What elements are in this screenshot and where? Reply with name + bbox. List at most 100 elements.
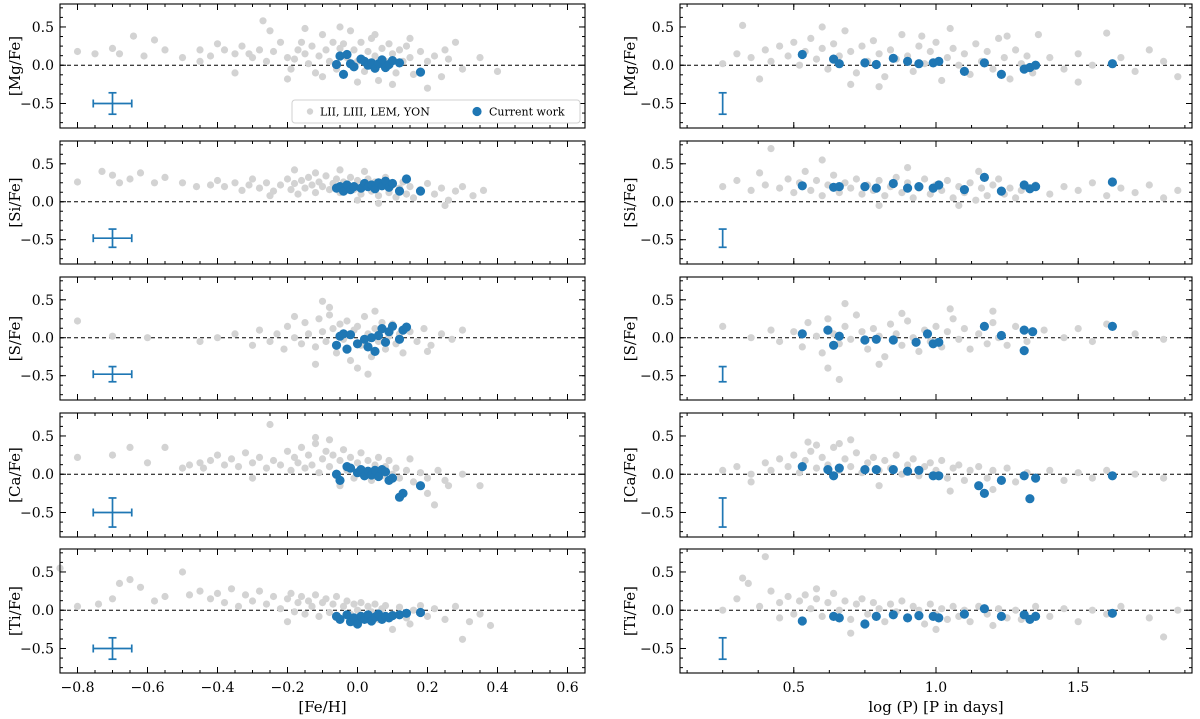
x-tick-label: −0.8: [61, 680, 95, 696]
literature-point: [975, 463, 983, 471]
literature-point: [875, 83, 883, 91]
literature-point: [875, 50, 883, 58]
literature-point: [744, 579, 752, 588]
literature-point: [995, 605, 1003, 613]
literature-point: [943, 615, 952, 624]
literature-point: [444, 482, 453, 490]
literature-point: [308, 42, 316, 50]
literature-point: [108, 44, 117, 53]
literature-point: [388, 50, 397, 58]
literature-point: [336, 166, 344, 174]
literature-point: [115, 50, 124, 58]
x-axis-label: log (P) [P in days]: [868, 698, 1003, 716]
literature-point: [73, 178, 82, 186]
literature-point: [266, 420, 274, 429]
literature-point: [294, 46, 302, 54]
current-work-point: [1025, 494, 1035, 504]
literature-point: [869, 453, 878, 461]
y-tick-label: −0.5: [20, 233, 54, 249]
literature-point: [360, 167, 369, 175]
literature-point: [955, 335, 963, 343]
literature-point: [301, 319, 309, 327]
y-axis-label: [Ti/Fe]: [621, 586, 639, 636]
literature-point: [1088, 606, 1096, 614]
literature-point: [875, 605, 883, 613]
panel-feh-tife: −0.8 −0.6 −0.4 −0.2 0.0 0.2 0.4 0.6 −0.5 0.0 0.5 [T…: [6, 548, 586, 716]
literature-point: [892, 451, 900, 459]
literature-point: [1088, 474, 1096, 482]
literature-point: [949, 602, 957, 611]
literature-point: [220, 183, 229, 191]
literature-point: [898, 30, 906, 39]
current-work-point: [345, 463, 356, 473]
literature-point: [353, 176, 362, 185]
legend-current-marker: [472, 106, 482, 117]
y-tick-label: −0.5: [20, 97, 54, 113]
literature-point: [287, 65, 295, 73]
literature-point: [989, 307, 997, 315]
literature-point: [108, 332, 117, 340]
literature-point: [430, 501, 439, 509]
current-work-point: [888, 464, 898, 475]
literature-point: [858, 328, 866, 336]
literature-point: [451, 187, 460, 195]
y-tick-label: 0.5: [652, 565, 674, 581]
literature-point: [1040, 326, 1048, 334]
literature-point: [1131, 330, 1139, 338]
literature-point: [451, 38, 460, 46]
current-work-point: [394, 334, 405, 344]
literature-point: [801, 167, 809, 175]
literature-point: [126, 576, 134, 584]
current-work-point: [335, 614, 345, 625]
literature-point: [909, 455, 917, 463]
y-tick-label: 0.0: [32, 195, 54, 211]
literature-point: [220, 461, 229, 469]
literature-point: [1160, 633, 1168, 641]
literature-point: [733, 463, 741, 471]
current-work-point: [797, 461, 807, 472]
literature-point: [444, 55, 453, 63]
literature-point: [747, 478, 755, 486]
literature-point: [938, 76, 946, 85]
literature-point: [932, 38, 940, 46]
literature-point: [921, 175, 929, 183]
literature-point: [416, 47, 425, 56]
literature-point: [388, 80, 397, 88]
literature-point: [325, 57, 334, 65]
literature-point: [739, 574, 747, 582]
current-work-point: [979, 321, 990, 331]
literature-point: [290, 334, 299, 342]
literature-point: [297, 176, 306, 185]
literature-point: [427, 341, 435, 349]
current-work-point: [401, 322, 412, 332]
literature-point: [733, 50, 741, 58]
literature-point: [98, 167, 106, 175]
literature-point: [297, 340, 306, 348]
current-work-point: [1019, 325, 1029, 335]
literature-point: [921, 620, 929, 628]
literature-point: [747, 186, 755, 194]
current-work-point: [860, 335, 870, 345]
literature-point: [1006, 184, 1014, 192]
literature-point: [875, 201, 883, 210]
current-work-point: [996, 69, 1007, 80]
literature-point: [451, 602, 460, 611]
literature-point: [255, 46, 264, 54]
current-work-point: [1107, 177, 1118, 187]
current-work-point: [394, 58, 405, 68]
current-work-point: [834, 613, 844, 623]
literature-point: [733, 595, 741, 603]
literature-point: [150, 36, 159, 44]
current-work-point: [415, 186, 426, 196]
literature-point: [437, 184, 446, 192]
current-work-point: [934, 180, 944, 190]
axes-frame: [59, 276, 586, 401]
literature-point: [353, 196, 362, 204]
literature-point: [989, 65, 997, 73]
x-tick-label: 1.0: [925, 680, 947, 696]
literature-point: [719, 322, 727, 330]
literature-point: [343, 597, 351, 605]
current-work-point: [902, 56, 913, 67]
current-work-point: [338, 69, 349, 80]
literature-point: [196, 57, 204, 65]
